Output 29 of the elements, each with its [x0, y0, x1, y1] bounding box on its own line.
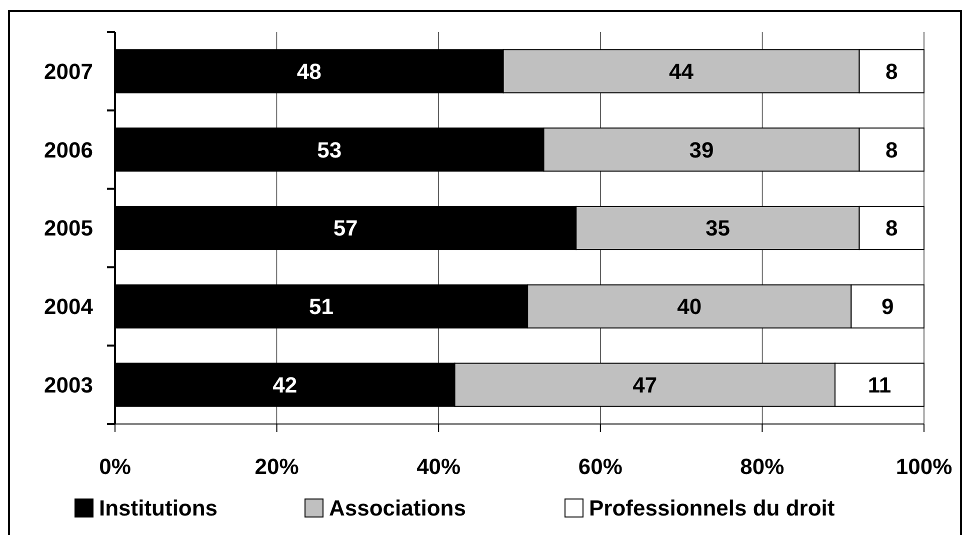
data-label: 53 [317, 137, 342, 162]
legend-label: Institutions [99, 496, 218, 521]
x-tick-label: 20% [254, 454, 299, 479]
data-label: 11 [868, 372, 892, 398]
data-label: 8 [886, 58, 898, 84]
legend-label: Professionnels du droit [589, 496, 836, 521]
data-label: 42 [272, 372, 298, 398]
y-tick-label: 2003 [44, 372, 93, 398]
data-label: 51 [309, 294, 334, 320]
x-tick-label: 60% [578, 454, 622, 479]
data-label: 39 [689, 137, 714, 162]
data-label: 48 [296, 58, 322, 84]
y-tick-label: 2007 [44, 58, 93, 84]
data-label: 8 [886, 216, 898, 241]
data-label: 44 [669, 58, 694, 84]
data-label: 35 [705, 216, 730, 241]
data-label: 57 [333, 216, 358, 241]
x-tick-label: 0% [99, 454, 131, 479]
x-tick-label: 40% [416, 454, 461, 479]
data-label: 9 [881, 294, 894, 320]
x-tick-label: 100% [896, 454, 952, 479]
data-label: 8 [886, 137, 898, 162]
y-tick-label: 2006 [44, 137, 93, 162]
data-label: 47 [632, 372, 658, 398]
x-tick-label: 80% [740, 454, 784, 479]
legend-label: Associations [329, 496, 466, 521]
y-tick-label: 2005 [44, 216, 93, 241]
data-label: 40 [677, 294, 702, 320]
y-tick-label: 2004 [44, 294, 94, 320]
